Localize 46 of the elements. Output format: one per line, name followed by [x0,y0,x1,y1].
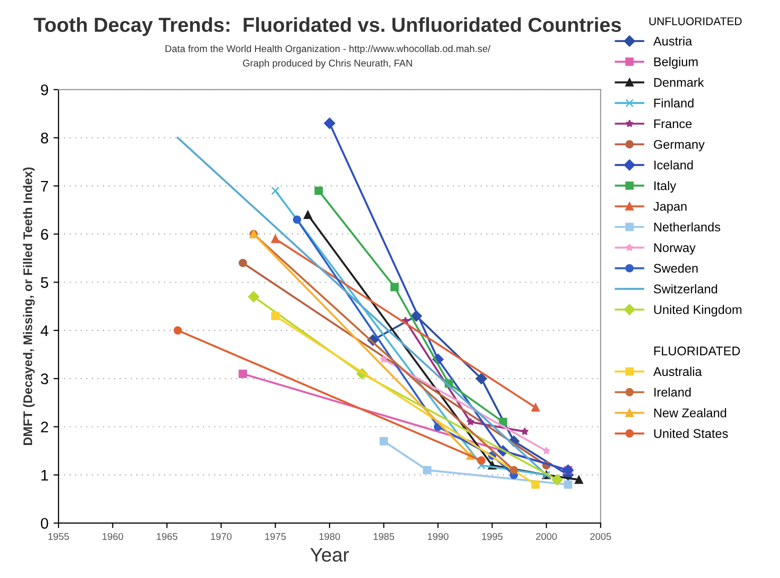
y-tick-label: 8 [40,132,48,144]
legend-label: Netherlands [654,222,720,232]
y-tick-label: 3 [40,373,48,384]
y-tick-label: 5 [40,277,48,288]
legend-label: Sweden [654,264,698,273]
chart-subtitle: Data from the World Health Organization - http://www.whocollab.od.mah.se/ [166,44,490,54]
y-tick-label: 0 [40,518,48,529]
legend-label: United States [654,428,728,438]
x-tick-label: 1985 [374,533,394,540]
chart-title: Tooth Decay Trends: Fluoridated vs. Unfluoridated Countries [34,17,621,36]
legend-label: Japan [653,202,686,214]
y-tick-label: 2 [41,422,48,432]
y-axis-title: DMFT (Decayed, Missing, or Filled Teeth Index) [23,167,35,445]
legend-label: Switzerland [654,284,718,294]
y-tick-label: 7 [41,180,48,192]
x-tick-label: 1955 [48,533,69,540]
text: Graph produced by Chris Neurath, FAN [242,59,412,68]
y-tick-label: 4 [40,325,48,336]
legend-label: New Zealand [654,408,726,418]
legend-label: United Kingdom [654,304,742,317]
y-tick-label: 9 [41,84,48,96]
y-tick-label: 1 [41,470,48,480]
y-tick-label: 6 [41,228,48,240]
x-tick-label: 1980 [319,533,340,540]
legend-title: UNFLUORIDATED [649,17,742,26]
legend-label: Germany [654,140,705,152]
x-tick-label: 1970 [211,533,232,540]
legend-label: Norway [654,243,696,255]
x-tick-label: 2005 [590,533,612,540]
legend-label: Italy [654,180,676,193]
legend-label: Belgium [654,57,698,69]
x-tick-label: 1965 [156,533,178,540]
legend-label: France [654,119,692,128]
x-tick-label: 1960 [102,533,124,540]
text: FLUORIDATED [654,346,740,356]
legend-label: Denmark [654,78,704,87]
legend-label: Austria [653,36,692,46]
legend-label: Finland [654,98,694,108]
legend-label: Australia [653,366,702,376]
legend-label: Iceland [654,160,693,170]
x-tick-label: 1975 [265,533,286,540]
x-axis-title: Year [310,548,349,562]
x-tick-label: 1990 [428,533,448,540]
x-tick-label: 1995 [482,533,503,540]
x-tick-label: 2000 [536,533,557,540]
legend-label: Ireland [654,387,691,397]
